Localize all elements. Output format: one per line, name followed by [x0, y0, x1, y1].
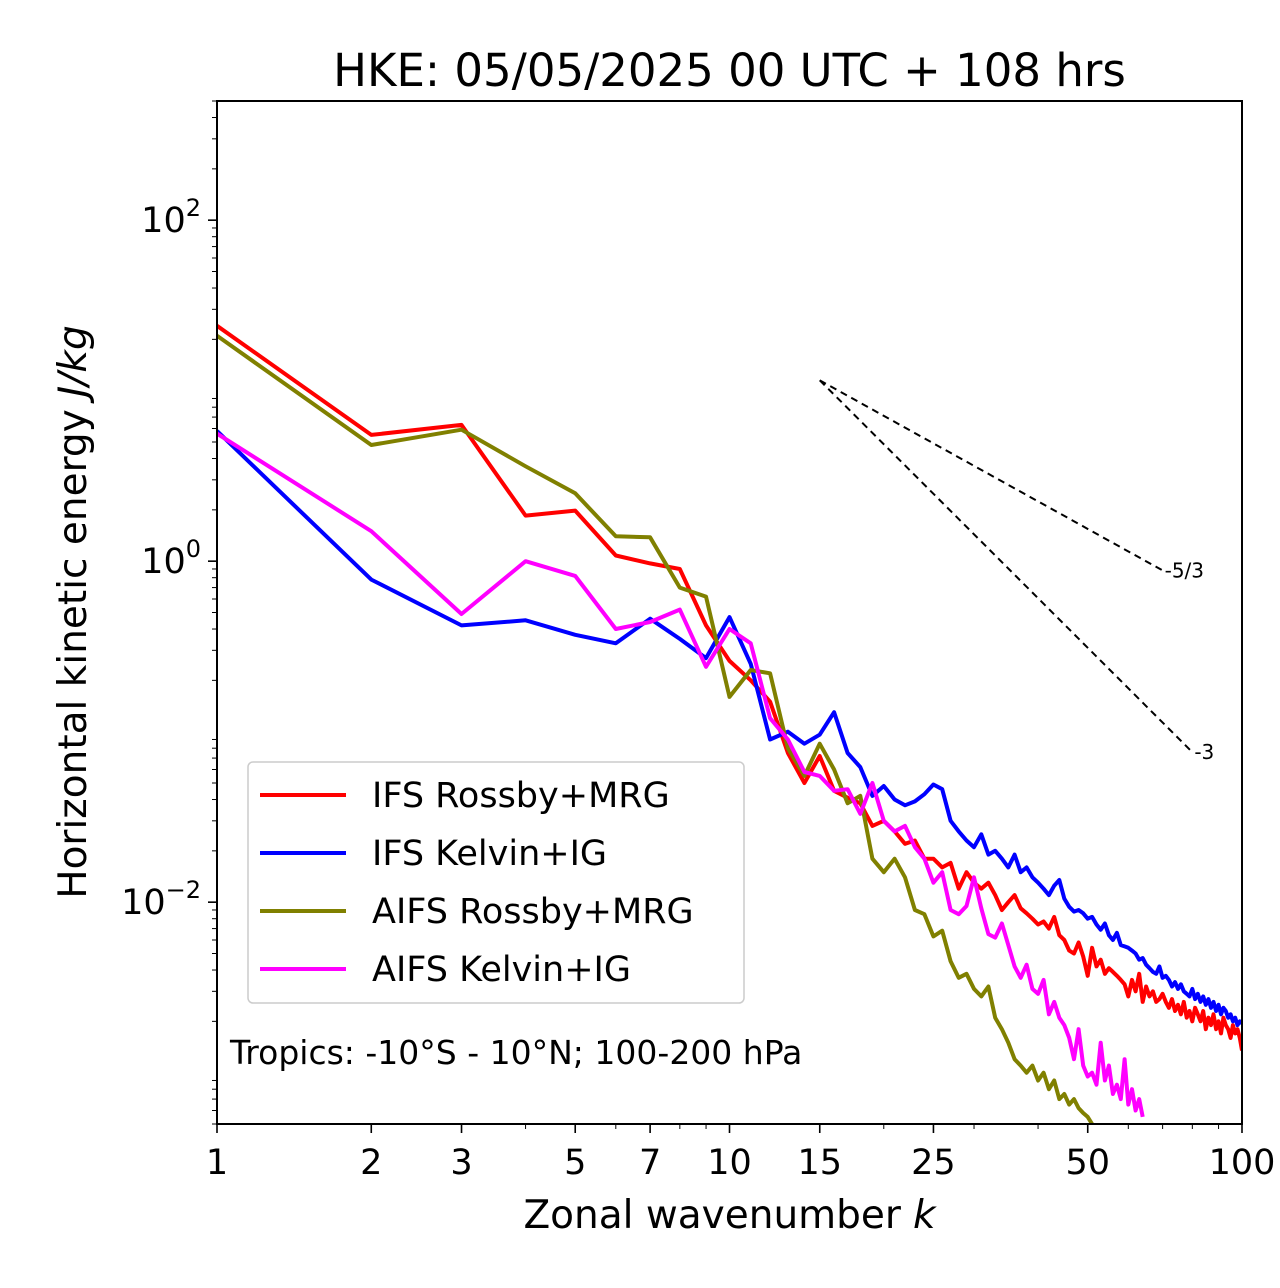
series-line	[217, 431, 1145, 1118]
x-tick-label: 15	[797, 1143, 842, 1183]
x-axis-label: Zonal wavenumber k	[523, 1193, 937, 1238]
x-axis-label-text: Zonal wavenumber	[523, 1193, 901, 1238]
series-layer	[217, 324, 1242, 1124]
x-tick-label: 3	[450, 1143, 472, 1183]
reference-slope-label: -3	[1194, 740, 1214, 764]
x-tick-label: 25	[911, 1143, 956, 1183]
y-tick-label: 100	[141, 535, 201, 582]
series-line	[217, 429, 1242, 1028]
y-tick-label: 102	[141, 194, 201, 241]
y-axis-label: Horizontal kinetic energy J/kg	[51, 325, 96, 899]
x-tick-label: 100	[1209, 1143, 1276, 1183]
y-tick-base: 10	[121, 883, 166, 923]
legend-label: IFS Rossby+MRG	[372, 776, 670, 816]
legend: IFS Rossby+MRG IFS Kelvin+IG AIFS Rossby+M…	[247, 761, 745, 1004]
x-tick-label: 5	[564, 1143, 586, 1183]
region-annotation: Tropics: -10°S - 10°N; 100-200 hPa	[229, 1033, 802, 1072]
y-axis-label-unit: J/kg	[51, 325, 96, 404]
x-axis: 1 2 3 5 7 10 15 25 50 100	[206, 1124, 1276, 1183]
y-tick-exponent: 0	[186, 535, 201, 563]
chart-title: HKE: 05/05/2025 00 UTC + 108 hrs	[333, 44, 1126, 97]
y-tick-exponent: −2	[166, 876, 201, 904]
x-tick-label: 7	[639, 1143, 661, 1183]
y-tick-base: 10	[141, 542, 186, 582]
y-tick-label: 10−2	[121, 876, 201, 923]
legend-box	[247, 761, 745, 1004]
x-tick-label: 10	[707, 1143, 752, 1183]
y-tick-exponent: 2	[186, 194, 201, 222]
x-tick-label: 1	[206, 1143, 228, 1183]
x-tick-label: 2	[360, 1143, 382, 1183]
reference-slopes: -5/3 -3	[819, 379, 1214, 764]
reference-slope-label: -5/3	[1165, 558, 1204, 582]
x-axis-label-variable: k	[913, 1193, 937, 1238]
legend-label: AIFS Rossby+MRG	[372, 892, 694, 932]
series-line	[217, 334, 1094, 1124]
legend-label: IFS Kelvin+IG	[372, 834, 607, 874]
y-axis-label-text: Horizontal kinetic energy	[51, 409, 96, 899]
x-tick-label: 50	[1065, 1143, 1110, 1183]
y-tick-base: 10	[141, 201, 186, 241]
reference-slope-line	[819, 379, 1194, 753]
legend-label: AIFS Kelvin+IG	[372, 950, 631, 990]
reference-slope-line	[819, 379, 1164, 572]
